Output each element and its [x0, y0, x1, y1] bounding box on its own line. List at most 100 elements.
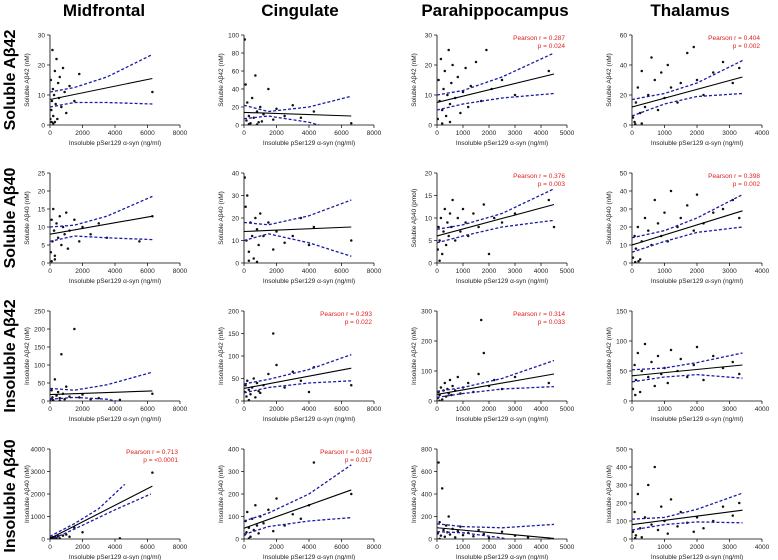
data-point — [442, 230, 445, 233]
data-point — [446, 221, 449, 224]
data-point — [312, 225, 316, 229]
data-point — [444, 395, 448, 398]
y-tick-label: 0 — [235, 122, 239, 129]
data-point — [676, 101, 679, 104]
y-tick-label: 80 — [232, 50, 240, 57]
regression-line — [437, 527, 555, 539]
data-point — [439, 57, 443, 61]
y-tick-label: 10 — [38, 92, 46, 99]
panel-r3c0: 0 1000 2000 3000 4000 0 2000 4000 6000 8000 Insolu… — [24, 446, 188, 560]
data-point — [500, 221, 504, 224]
data-point — [653, 465, 656, 469]
data-point — [68, 84, 71, 88]
x-tick-label: 3000 — [722, 406, 737, 413]
data-point — [669, 498, 673, 501]
data-point — [477, 372, 480, 376]
data-point — [249, 535, 252, 538]
data-point — [656, 528, 660, 532]
data-point — [456, 529, 460, 533]
data-point — [437, 225, 440, 229]
data-point — [456, 375, 460, 379]
data-point — [52, 207, 55, 211]
data-point — [448, 378, 452, 382]
data-point — [634, 534, 638, 537]
x-tick-label: 1000 — [456, 406, 471, 413]
y-tick-label: 250 — [34, 308, 45, 315]
data-point — [640, 535, 643, 539]
pearson-r-label: Pearson r = 0.287 — [513, 35, 565, 42]
data-point — [438, 399, 441, 401]
y-tick-label: 0 — [41, 260, 45, 267]
data-point — [679, 81, 682, 85]
ci-upper-line — [632, 59, 743, 101]
y-tick-label: 10 — [425, 92, 433, 99]
y-tick-label: 0 — [41, 398, 45, 405]
y-tick-label: 20 — [620, 224, 628, 231]
data-point — [451, 63, 454, 67]
data-point — [312, 110, 316, 113]
data-point — [666, 63, 669, 67]
y-tick-label: 400 — [228, 446, 239, 453]
data-point — [255, 110, 259, 113]
data-point — [442, 87, 445, 91]
plot-area — [632, 189, 743, 263]
data-point — [695, 78, 699, 82]
y-tick-label: 300 — [421, 308, 432, 315]
x-tick-label: 3000 — [722, 268, 737, 275]
y-tick-label: 30 — [232, 193, 240, 200]
data-point — [254, 504, 257, 507]
x-axis-label: Insoluble pSer129 α-syn (ng/ml) — [456, 554, 548, 560]
data-point — [244, 176, 247, 179]
data-point — [437, 78, 440, 82]
data-point — [151, 90, 154, 94]
y-tick-label: 15 — [38, 206, 46, 213]
y-tick-label: 200 — [421, 338, 432, 345]
data-point — [255, 123, 259, 125]
panel-r1c0: 0 5 10 15 20 25 0 2000 4000 6000 8000 Insoluble pSe… — [24, 170, 188, 285]
data-point — [634, 101, 638, 104]
x-tick-label: 2000 — [482, 130, 497, 137]
regression-line — [632, 210, 743, 246]
x-tick-label: 4000 — [108, 406, 123, 413]
data-point — [52, 399, 55, 401]
data-point — [257, 121, 260, 124]
data-point — [469, 84, 473, 88]
plot-area — [437, 48, 555, 125]
data-point — [73, 99, 76, 103]
data-point — [656, 222, 660, 225]
data-point — [459, 392, 462, 395]
data-point — [63, 232, 66, 236]
data-point — [440, 122, 444, 125]
panel-r2c0: 0 50 100 150 200 250 0 2000 4000 6000 8000 Insolubl… — [24, 308, 188, 423]
data-point — [299, 116, 303, 120]
x-tick-label: 0 — [630, 406, 634, 413]
plot-area — [437, 461, 555, 539]
data-point — [479, 318, 483, 322]
x-tick-label: 8000 — [173, 130, 188, 137]
data-point — [450, 81, 453, 85]
data-point — [663, 211, 666, 214]
ci-upper-line — [50, 371, 153, 391]
x-tick-label: 2000 — [269, 544, 284, 551]
x-tick-label: 2000 — [75, 544, 90, 551]
regression-line — [632, 76, 743, 108]
x-tick-label: 4000 — [302, 268, 317, 275]
data-point — [437, 117, 440, 121]
x-tick-label: 0 — [48, 130, 52, 137]
data-point — [61, 66, 65, 70]
x-tick-label: 0 — [48, 268, 52, 275]
y-tick-label: 100 — [228, 514, 239, 521]
y-tick-label: 150 — [34, 344, 45, 351]
data-point — [50, 117, 52, 121]
data-point — [56, 390, 60, 394]
pearson-r-label: Pearson r = 0.376 — [513, 173, 565, 180]
data-point — [453, 536, 457, 539]
data-point — [647, 93, 650, 97]
data-point — [653, 384, 656, 388]
data-point — [632, 387, 635, 391]
data-point — [656, 354, 660, 358]
x-tick-label: 0 — [630, 130, 634, 137]
panel-r0c3: 0 20 40 60 0 1000 2000 3000 4000 Insoluble pSer12… — [606, 32, 770, 147]
regression-line — [50, 390, 153, 396]
